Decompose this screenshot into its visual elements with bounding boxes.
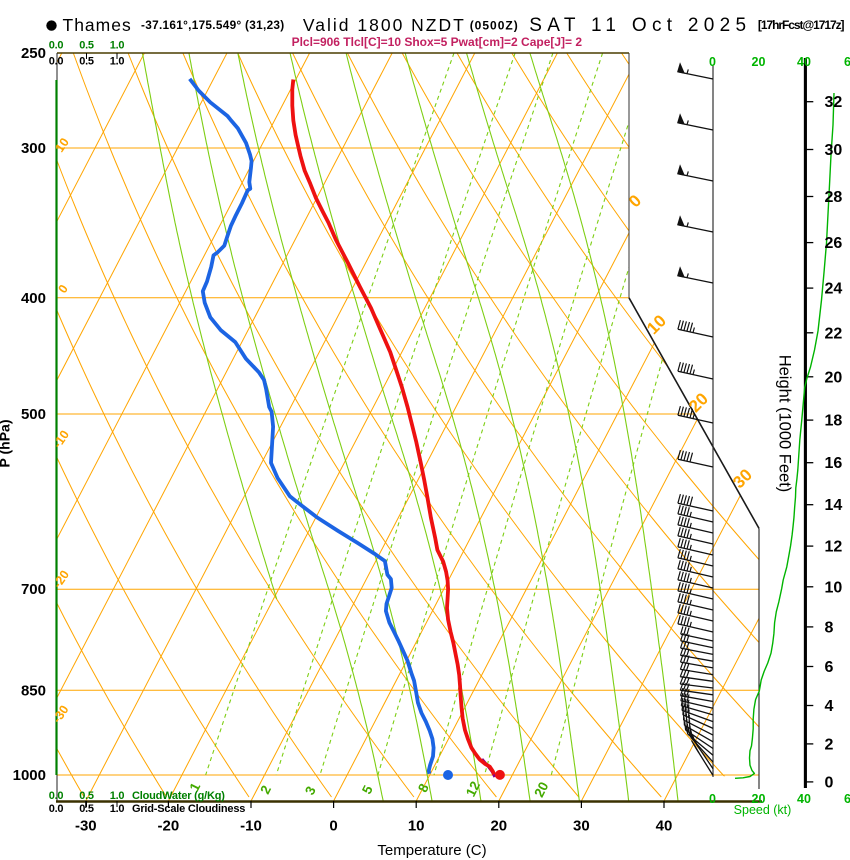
svg-text:10: 10 [53,135,72,154]
svg-text:28: 28 [825,189,843,206]
svg-text:[17hrFcst@1717z]: [17hrFcst@1717z] [758,18,845,32]
svg-text:-30: -30 [75,817,97,834]
svg-text:0: 0 [709,55,716,69]
svg-text:32: 32 [825,94,843,111]
svg-text:Thames: Thames [63,15,132,35]
svg-text:26: 26 [825,235,843,252]
svg-text:16: 16 [825,455,843,472]
svg-text:2: 2 [825,736,834,753]
svg-text:20: 20 [490,817,507,834]
svg-text:10: 10 [825,579,843,596]
svg-text:P (hPa): P (hPa) [0,420,13,468]
svg-text:0.5: 0.5 [79,56,94,68]
svg-text:0.5: 0.5 [79,40,94,52]
svg-text:12: 12 [825,539,843,556]
svg-text:250: 250 [21,45,46,62]
svg-text:24: 24 [825,281,843,298]
svg-text:-10: -10 [240,817,262,834]
svg-text:Plcl=906 Tlcl[C]=10 Shox=5 Pwa: Plcl=906 Tlcl[C]=10 Shox=5 Pwat[cm]=2 Ca… [292,35,583,49]
svg-text:Speed (kt): Speed (kt) [734,803,792,817]
svg-text:8: 8 [825,619,834,636]
svg-text:1.0: 1.0 [110,56,125,68]
svg-text:40: 40 [797,55,811,69]
svg-text:6: 6 [825,659,834,676]
svg-text:0.0: 0.0 [49,790,64,802]
svg-text:0: 0 [825,774,834,791]
svg-text:20: 20 [825,369,843,386]
svg-text:18: 18 [825,413,843,430]
svg-text:60: 60 [844,792,850,806]
svg-text:(0500Z): (0500Z) [470,19,519,33]
svg-text:Valid 1800 NZDT: Valid 1800 NZDT [303,15,466,35]
svg-text:22: 22 [825,325,843,342]
svg-text:0: 0 [709,792,716,806]
svg-text:40: 40 [656,817,673,834]
svg-text:1000: 1000 [13,767,46,784]
svg-text:12: 12 [463,779,483,799]
svg-text:40: 40 [797,792,811,806]
svg-text:20: 20 [752,55,766,69]
svg-text:60: 60 [844,55,850,69]
svg-text:1.0: 1.0 [110,803,125,815]
svg-text:0.0: 0.0 [49,803,64,815]
svg-text:4: 4 [825,698,834,715]
svg-text:30: 30 [825,142,843,159]
svg-text:0.0: 0.0 [49,40,64,52]
svg-text:20: 20 [531,779,551,799]
svg-text:Temperature (C): Temperature (C) [377,842,486,859]
svg-text:-37.161°,175.549° (31,23): -37.161°,175.549° (31,23) [141,18,285,32]
svg-text:300: 300 [21,140,46,157]
svg-text:30: 30 [573,817,590,834]
svg-text:-20: -20 [158,817,180,834]
svg-text:SAT 11 Oct 2025: SAT 11 Oct 2025 [529,15,751,36]
svg-text:0.0: 0.0 [49,56,64,68]
svg-text:CloudWater (g/Kg): CloudWater (g/Kg) [132,790,225,802]
svg-text:500: 500 [21,406,46,423]
svg-text:20: 20 [752,792,766,806]
svg-text:0.5: 0.5 [79,790,94,802]
svg-text:Grid-Scale Cloudiness: Grid-Scale Cloudiness [132,803,245,815]
svg-text:400: 400 [21,290,46,307]
svg-text:Height (1000 Feet): Height (1000 Feet) [776,355,794,493]
svg-text:0: 0 [329,817,337,834]
svg-text:850: 850 [21,682,46,699]
svg-text:0.5: 0.5 [79,803,94,815]
svg-text:700: 700 [21,581,46,598]
svg-text:14: 14 [825,497,843,514]
svg-text:1.0: 1.0 [110,40,125,52]
svg-text:1.0: 1.0 [110,790,125,802]
svg-text:10: 10 [408,817,425,834]
